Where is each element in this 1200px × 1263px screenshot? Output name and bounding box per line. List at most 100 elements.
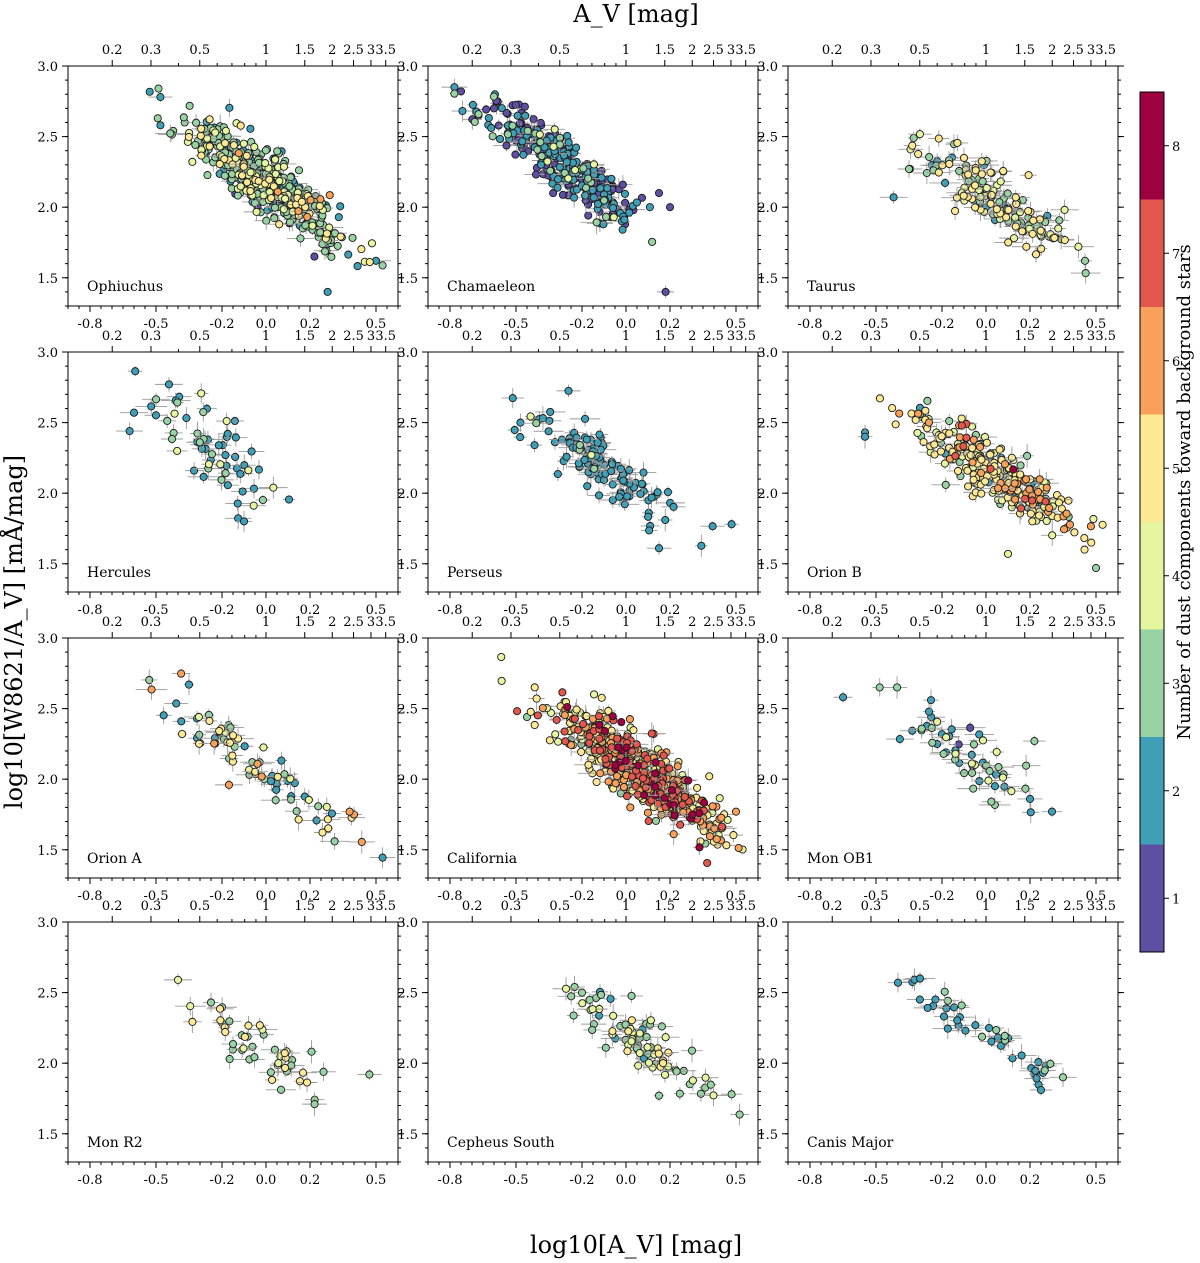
point-marker [584, 211, 593, 220]
data-point [536, 118, 545, 127]
point-marker [889, 193, 898, 202]
x-tick-label: -0.2 [209, 317, 234, 332]
top-tick-label: 1.5 [1014, 43, 1035, 58]
point-marker [225, 103, 234, 112]
top-tick-label: 3 [1087, 43, 1095, 58]
point-marker [952, 193, 962, 202]
data-point [238, 171, 247, 180]
point-marker [167, 434, 177, 444]
point-marker [1011, 193, 1020, 202]
point-marker [530, 441, 539, 450]
data-point [1054, 498, 1064, 507]
point-marker [1035, 511, 1044, 520]
point-marker [214, 441, 223, 450]
data-point [273, 187, 282, 196]
point-marker [129, 408, 139, 417]
data-point [963, 466, 972, 475]
data-point [913, 148, 923, 160]
x-tick-label: -0.8 [77, 317, 102, 332]
point-marker [316, 228, 325, 237]
point-marker [173, 446, 182, 455]
y-tick-label: 3.0 [757, 60, 778, 75]
point-marker [1074, 242, 1083, 251]
data-point [999, 234, 1029, 243]
point-marker [938, 161, 947, 170]
data-point [977, 455, 986, 464]
point-marker [154, 84, 163, 93]
point-marker [582, 435, 591, 444]
point-marker [1042, 483, 1051, 492]
point-marker [1026, 509, 1035, 518]
point-marker [533, 145, 542, 154]
point-marker [1028, 517, 1037, 526]
data-point [336, 232, 345, 241]
data-point [888, 404, 897, 413]
point-marker [992, 205, 1001, 214]
point-marker [564, 386, 573, 395]
point-marker [543, 157, 552, 166]
data-point [597, 173, 606, 182]
point-marker [908, 141, 917, 150]
point-marker [222, 417, 231, 426]
data-point [255, 495, 271, 505]
point-marker [600, 196, 609, 205]
point-marker [661, 287, 670, 296]
data-point [221, 126, 230, 135]
panel-label: Ophiuchus [87, 279, 163, 295]
point-marker [645, 203, 654, 212]
point-marker [365, 257, 374, 267]
data-point [976, 442, 985, 452]
data-point [556, 384, 581, 398]
point-marker [497, 104, 506, 113]
point-marker [258, 495, 267, 505]
point-marker [589, 193, 598, 202]
point-marker [553, 470, 562, 479]
point-marker [1036, 226, 1045, 235]
point-marker [1055, 216, 1064, 225]
data-point [353, 262, 362, 271]
data-point [246, 124, 255, 133]
data-point [601, 212, 611, 221]
data-point [188, 157, 197, 166]
point-marker [1029, 216, 1038, 225]
point-marker [207, 450, 217, 459]
data-point [348, 233, 357, 242]
point-marker [924, 418, 934, 427]
point-marker [644, 512, 653, 521]
point-marker [242, 178, 252, 187]
data-point [546, 166, 555, 175]
point-marker [275, 176, 284, 186]
data-point [225, 98, 234, 117]
point-marker [511, 100, 520, 109]
data-point [891, 420, 900, 429]
point-marker [595, 430, 604, 439]
data-point [229, 141, 238, 150]
data-point [367, 239, 377, 248]
data-point [279, 162, 289, 171]
point-marker [334, 213, 343, 222]
point-marker [231, 452, 240, 461]
point-marker [1080, 256, 1090, 265]
point-marker [166, 129, 175, 138]
point-marker [262, 216, 271, 225]
panel-frame [67, 351, 399, 593]
data-point [254, 459, 264, 480]
point-marker [510, 425, 519, 435]
point-marker [1024, 171, 1033, 180]
top-tick-label: 1 [262, 329, 270, 344]
point-marker [156, 93, 165, 102]
data-point [282, 495, 296, 504]
point-marker [153, 114, 162, 123]
point-marker [508, 121, 517, 130]
point-marker [599, 220, 608, 229]
data-point [116, 422, 144, 440]
point-marker [620, 189, 630, 198]
point-marker [1035, 215, 1044, 224]
point-marker [220, 139, 230, 148]
y-tick-label: 2.0 [757, 201, 778, 216]
data-point [700, 521, 725, 531]
point-marker [623, 492, 632, 501]
point-marker [544, 427, 553, 436]
point-marker [246, 168, 255, 177]
point-marker [284, 495, 294, 504]
